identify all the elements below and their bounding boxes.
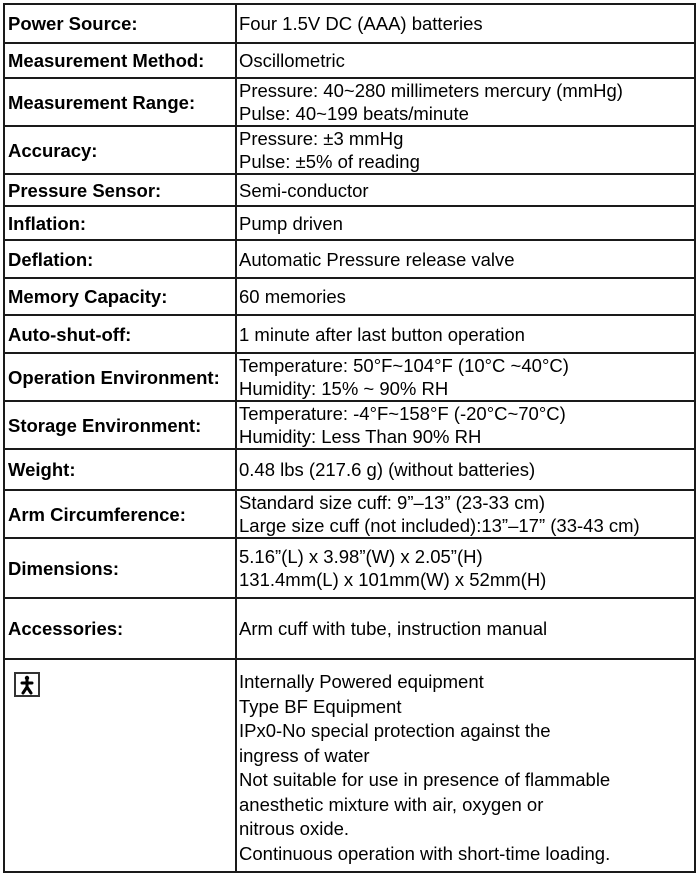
spec-label: Accessories: bbox=[3, 597, 237, 660]
spec-value-line: 1 minute after last button operation bbox=[239, 323, 525, 345]
spec-value-line: Humidity: 15% ~ 90% RH bbox=[239, 378, 449, 399]
classification-line: Not suitable for use in presence of flam… bbox=[239, 769, 611, 790]
spec-label: Measurement Range: bbox=[3, 77, 237, 127]
spec-label: Auto-shut-off: bbox=[3, 314, 237, 354]
spec-label: Storage Environment: bbox=[3, 400, 237, 450]
classification-line: Type BF Equipment bbox=[239, 695, 402, 717]
spec-value-line: Humidity: Less Than 90% RH bbox=[239, 426, 482, 447]
spec-value: Four 1.5V DC (AAA) batteries bbox=[235, 3, 696, 44]
spec-value: Temperature: -4°F~158°F (-20°C~70°C) Humi… bbox=[235, 400, 696, 450]
spec-value-line: 0.48 lbs (217.6 g) (without batteries) bbox=[239, 459, 536, 480]
spec-value-line: Oscillometric bbox=[239, 50, 345, 71]
spec-label: Deflation: bbox=[3, 239, 237, 279]
spec-row: Measurement Range: Pressure: 40~280 milli… bbox=[3, 77, 696, 127]
spec-label: Dimensions: bbox=[3, 537, 237, 599]
classification-line: nitrous oxide. bbox=[239, 818, 350, 839]
spec-label: Operation Environment: bbox=[3, 352, 237, 402]
spec-row: Storage Environment: Temperature: -4°F~15… bbox=[3, 400, 696, 450]
spec-row: Measurement Method: Oscillometric bbox=[3, 42, 696, 79]
spec-label: Inflation: bbox=[3, 205, 237, 241]
spec-row: Arm Circumference: Standard size cuff: 9”… bbox=[3, 489, 696, 539]
spec-value-line: 60 memories bbox=[239, 286, 346, 307]
spec-label: Weight: bbox=[3, 448, 237, 491]
spec-row: Accuracy: Pressure: ±3 mmHg Pulse: ±5% of … bbox=[3, 125, 696, 175]
spec-value: Pressure: 40~280 millimeters mercury (mm… bbox=[235, 77, 696, 127]
spec-value: Standard size cuff: 9”–13” (23-33 cm) Lar… bbox=[235, 489, 696, 539]
spec-value: 60 memories bbox=[235, 277, 696, 316]
classification-symbol-cell bbox=[3, 658, 237, 873]
spec-value: Oscillometric bbox=[235, 42, 696, 79]
spec-row: Weight: 0.48 lbs (217.6 g) (without batte… bbox=[3, 448, 696, 491]
spec-value-line: 5.16”(L) x 3.98”(W) x 2.05”(H) bbox=[239, 546, 483, 567]
type-bf-symbol-icon bbox=[14, 672, 40, 697]
classification-line: ingress of water bbox=[239, 744, 370, 766]
spec-value: 5.16”(L) x 3.98”(W) x 2.05”(H) 131.4mm(L)… bbox=[235, 537, 696, 599]
spec-label: Pressure Sensor: bbox=[3, 173, 237, 207]
spec-value: 1 minute after last button operation bbox=[235, 314, 696, 354]
spec-value-line: Pump driven bbox=[239, 212, 343, 234]
spec-value-line: Arm cuff with tube, instruction manual bbox=[239, 618, 548, 639]
spec-row: Deflation: Automatic Pressure release val… bbox=[3, 239, 696, 279]
classification-line: Internally Powered equipment bbox=[239, 671, 484, 692]
spec-value-line: Large size cuff (not included):13”–17” (… bbox=[239, 515, 640, 536]
spec-label: Accuracy: bbox=[3, 125, 237, 175]
spec-value-line: 131.4mm(L) x 101mm(W) x 52mm(H) bbox=[239, 569, 547, 590]
spec-value: Pressure: ±3 mmHg Pulse: ±5% of reading bbox=[235, 125, 696, 175]
classification-text: Internally Powered equipment Type BF Equi… bbox=[235, 658, 696, 873]
spec-value: 0.48 lbs (217.6 g) (without batteries) bbox=[235, 448, 696, 491]
spec-value: Semi-conductor bbox=[235, 173, 696, 207]
spec-label: Memory Capacity: bbox=[3, 277, 237, 316]
spec-row: Dimensions: 5.16”(L) x 3.98”(W) x 2.05”(H… bbox=[3, 537, 696, 599]
classification-row: Internally Powered equipment Type BF Equi… bbox=[3, 658, 696, 873]
spec-value-line: Temperature: -4°F~158°F (-20°C~70°C) bbox=[239, 403, 566, 424]
spec-row: Power Source: Four 1.5V DC (AAA) batterie… bbox=[3, 3, 696, 44]
spec-row: Accessories: Arm cuff with tube, instruct… bbox=[3, 597, 696, 660]
classification-line: Continuous operation with short-time loa… bbox=[239, 842, 611, 864]
spec-value: Temperature: 50°F~104°F (10°C ~40°C) Humi… bbox=[235, 352, 696, 402]
spec-row: Memory Capacity: 60 memories bbox=[3, 277, 696, 316]
spec-value-line: Pressure: 40~280 millimeters mercury (mm… bbox=[239, 80, 623, 101]
classification-line: IPx0-No special protection against the bbox=[239, 720, 551, 741]
spec-value-line: Pulse: 40~199 beats/minute bbox=[239, 103, 469, 124]
spec-label: Power Source: bbox=[3, 3, 237, 44]
classification-line: anesthetic mixture with air, oxygen or bbox=[239, 793, 544, 815]
spec-row: Pressure Sensor: Semi-conductor bbox=[3, 173, 696, 207]
spec-value-line: Pulse: ±5% of reading bbox=[239, 151, 420, 172]
spec-value-line: Standard size cuff: 9”–13” (23-33 cm) bbox=[239, 492, 546, 513]
spec-value-line: Temperature: 50°F~104°F (10°C ~40°C) bbox=[239, 355, 569, 376]
spec-value-line: Automatic Pressure release valve bbox=[239, 248, 515, 270]
spec-label: Measurement Method: bbox=[3, 42, 237, 79]
spec-value: Pump driven bbox=[235, 205, 696, 241]
spec-value-line: Semi-conductor bbox=[239, 179, 369, 201]
spec-value: Automatic Pressure release valve bbox=[235, 239, 696, 279]
spec-value: Arm cuff with tube, instruction manual bbox=[235, 597, 696, 660]
spec-row: Auto-shut-off: 1 minute after last button… bbox=[3, 314, 696, 354]
spec-value-line: Four 1.5V DC (AAA) batteries bbox=[239, 13, 483, 34]
spec-value-line: Pressure: ±3 mmHg bbox=[239, 128, 404, 149]
spec-row: Inflation: Pump driven bbox=[3, 205, 696, 241]
spec-label: Arm Circumference: bbox=[3, 489, 237, 539]
specifications-table: Power Source: Four 1.5V DC (AAA) batterie… bbox=[3, 3, 696, 873]
spec-row: Operation Environment: Temperature: 50°F~… bbox=[3, 352, 696, 402]
